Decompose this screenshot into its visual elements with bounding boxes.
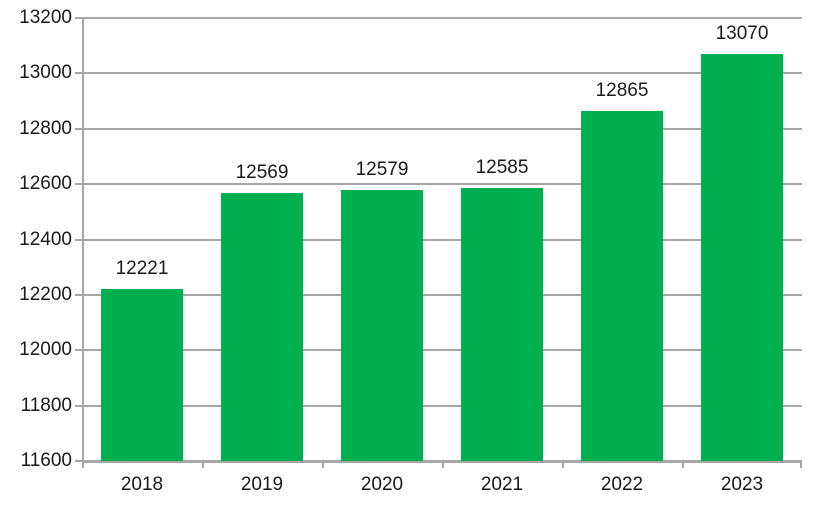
y-gridline-11800	[82, 404, 802, 407]
x-axis-label-2023: 2023	[720, 474, 764, 495]
y-axis-tick-12600	[75, 183, 82, 186]
bar-value-label-2021: 12585	[475, 157, 529, 179]
x-axis-label-2022: 2022	[600, 474, 644, 495]
bar-value-label-2022: 12865	[595, 79, 649, 101]
x-axis-label-2019: 2019	[240, 474, 284, 495]
y-axis-tick-11600	[75, 460, 82, 462]
y-axis-tick-13200	[75, 17, 82, 19]
y-axis-tick-13000	[75, 72, 82, 75]
plot-area	[75, 17, 802, 468]
x-axis-tick-4	[562, 461, 564, 468]
y-axis-tick-12400	[75, 238, 82, 241]
y-axis-tick-12800	[75, 127, 82, 130]
y-axis-label-11800: 11800	[20, 394, 72, 416]
y-axis-tick-11800	[75, 404, 82, 407]
bar-2018	[101, 289, 183, 461]
bar-value-label-2020: 12579	[355, 158, 409, 180]
bar-2021	[461, 188, 543, 461]
x-axis-line	[82, 461, 802, 463]
x-axis-tick-1	[202, 461, 204, 468]
y-axis-label-11600: 11600	[20, 450, 72, 471]
y-gridline-13200	[82, 17, 802, 19]
x-axis-tick-0	[82, 461, 84, 468]
y-axis-label-12400: 12400	[19, 228, 72, 250]
y-gridline-12800	[82, 127, 802, 130]
x-axis-label-2020: 2020	[360, 474, 404, 495]
x-axis-label-2021: 2021	[480, 474, 524, 495]
y-axis-label-13000: 13000	[19, 62, 72, 84]
y-gridline-12200	[82, 293, 802, 296]
y-axis-label-12800: 12800	[19, 117, 72, 139]
y-axis-label-13200: 13200	[19, 7, 72, 28]
y-gridline-13000	[82, 72, 802, 75]
x-axis-tick-3	[442, 461, 444, 468]
x-axis-tick-2	[322, 461, 324, 468]
y-axis-label-12000: 12000	[19, 339, 72, 361]
bar-2019	[221, 192, 303, 461]
y-axis-label-12200: 12200	[19, 283, 72, 305]
bar-2023	[701, 54, 783, 461]
y-axis-tick-12200	[75, 293, 82, 296]
bar-2020	[341, 189, 423, 461]
y-gridline-12000	[82, 349, 802, 352]
y-gridline-12600	[82, 183, 802, 186]
bar-value-label-2019: 12569	[235, 161, 289, 183]
bar-value-label-2018: 12221	[115, 258, 169, 280]
y-axis-tick-12000	[75, 349, 82, 352]
y-axis-label-12600: 12600	[19, 173, 72, 195]
y-gridline-12400	[82, 238, 802, 241]
x-axis-tick-6	[800, 461, 802, 468]
x-axis-tick-5	[682, 461, 684, 468]
bar-value-label-2023: 13070	[715, 22, 769, 44]
y-axis-line	[82, 18, 84, 461]
bar-2022	[581, 110, 663, 461]
x-axis-label-2018: 2018	[120, 474, 164, 495]
